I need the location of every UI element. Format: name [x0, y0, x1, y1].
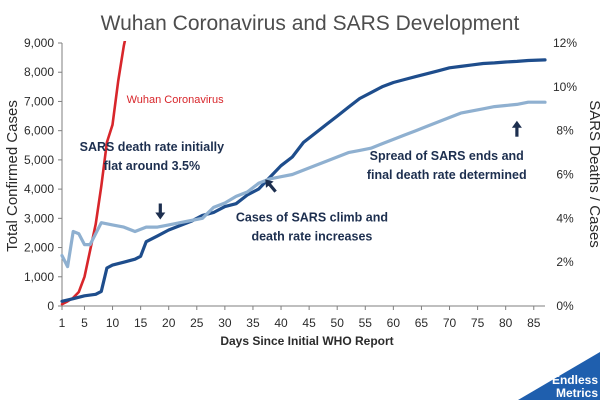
annotation-2: Cases of SARS climb and death rate increa… — [236, 179, 388, 243]
x-axis-label: Days Since Initial WHO Report — [220, 334, 393, 348]
x-tick-label: 35 — [246, 316, 260, 330]
y-tick-label: 3,000 — [24, 211, 54, 225]
annotations: SARS death rate initially flat around 3.5… — [80, 120, 527, 243]
series-line-sars-cases — [60, 58, 547, 303]
series-label: Wuhan Coronavirus — [127, 94, 225, 106]
x-tick-label: 5 — [81, 316, 88, 330]
x-tick-label: 50 — [331, 316, 345, 330]
y-tick-label: 8,000 — [24, 65, 54, 79]
x-tick-label: 40 — [274, 316, 288, 330]
x-tick-label: 85 — [527, 316, 541, 330]
x-tick-label: 80 — [499, 316, 513, 330]
x-tick-label: 55 — [359, 316, 373, 330]
annotation-text: final death rate determined — [367, 168, 527, 182]
annotation-3: Spread of SARS ends and final death rate … — [367, 120, 527, 182]
annotation-text: SARS death rate initially — [80, 140, 225, 154]
y2-tick-label: 6% — [556, 168, 574, 182]
x-tick-label: 30 — [218, 316, 232, 330]
y-tick-label: 9,000 — [24, 36, 54, 50]
x-tick-label: 15 — [134, 316, 148, 330]
annotation-arrow-icon — [265, 179, 277, 193]
annotation-arrow-icon — [155, 203, 166, 220]
axes: 1 5 10 15 20 25 30 35 40 45 50 55 60 65 70 75 80 8501,000… — [24, 36, 577, 330]
y-tick-label: 0 — [47, 299, 54, 313]
series-line-sars-death-rate — [60, 100, 547, 269]
series-group — [60, 41, 547, 306]
endless-metrics-logo: Endless Metrics — [518, 352, 600, 400]
annotation-text: flat around 3.5% — [104, 159, 201, 173]
logo-text-line-2: Metrics — [556, 386, 598, 400]
y2-tick-label: 4% — [556, 211, 574, 225]
y-tick-label: 6,000 — [24, 124, 54, 138]
annotation-text: Spread of SARS ends and — [370, 149, 524, 163]
y-tick-label: 1,000 — [24, 270, 54, 284]
annotation-text: Cases of SARS climb and — [236, 210, 388, 224]
chart-title: Wuhan Coronavirus and SARS Development — [101, 12, 520, 35]
y2-axis-label: SARS Deaths / Cases — [586, 100, 600, 248]
x-tick-label: 65 — [415, 316, 429, 330]
x-tick-label: 10 — [106, 316, 120, 330]
y-tick-label: 2,000 — [24, 241, 54, 255]
x-tick-label: 25 — [190, 316, 204, 330]
chart-marks: Wuhan Coronavirus — [60, 41, 547, 306]
y2-tick-label: 8% — [556, 124, 574, 138]
y-tick-label: 7,000 — [24, 94, 54, 108]
y-tick-label: 5,000 — [24, 153, 54, 167]
x-tick-label: 60 — [387, 316, 401, 330]
logo-text-line-1: Endless — [552, 373, 598, 387]
x-tick-label: 70 — [443, 316, 457, 330]
y2-tick-label: 10% — [553, 80, 577, 94]
y2-tick-label: 2% — [556, 255, 574, 269]
annotation-1: SARS death rate initially flat around 3.5… — [80, 140, 225, 220]
y-axis-label: Total Confirmed Cases — [4, 100, 21, 252]
annotation-arrow-icon — [511, 120, 522, 137]
x-tick-label: 75 — [471, 316, 485, 330]
annotation-text: death rate increases — [251, 229, 372, 243]
y2-tick-label: 0% — [556, 299, 574, 313]
x-tick-label: 20 — [162, 316, 176, 330]
y-tick-label: 4,000 — [24, 182, 54, 196]
x-tick-label: 1 — [59, 316, 66, 330]
y2-tick-label: 12% — [553, 36, 577, 50]
x-tick-label: 45 — [302, 316, 316, 330]
